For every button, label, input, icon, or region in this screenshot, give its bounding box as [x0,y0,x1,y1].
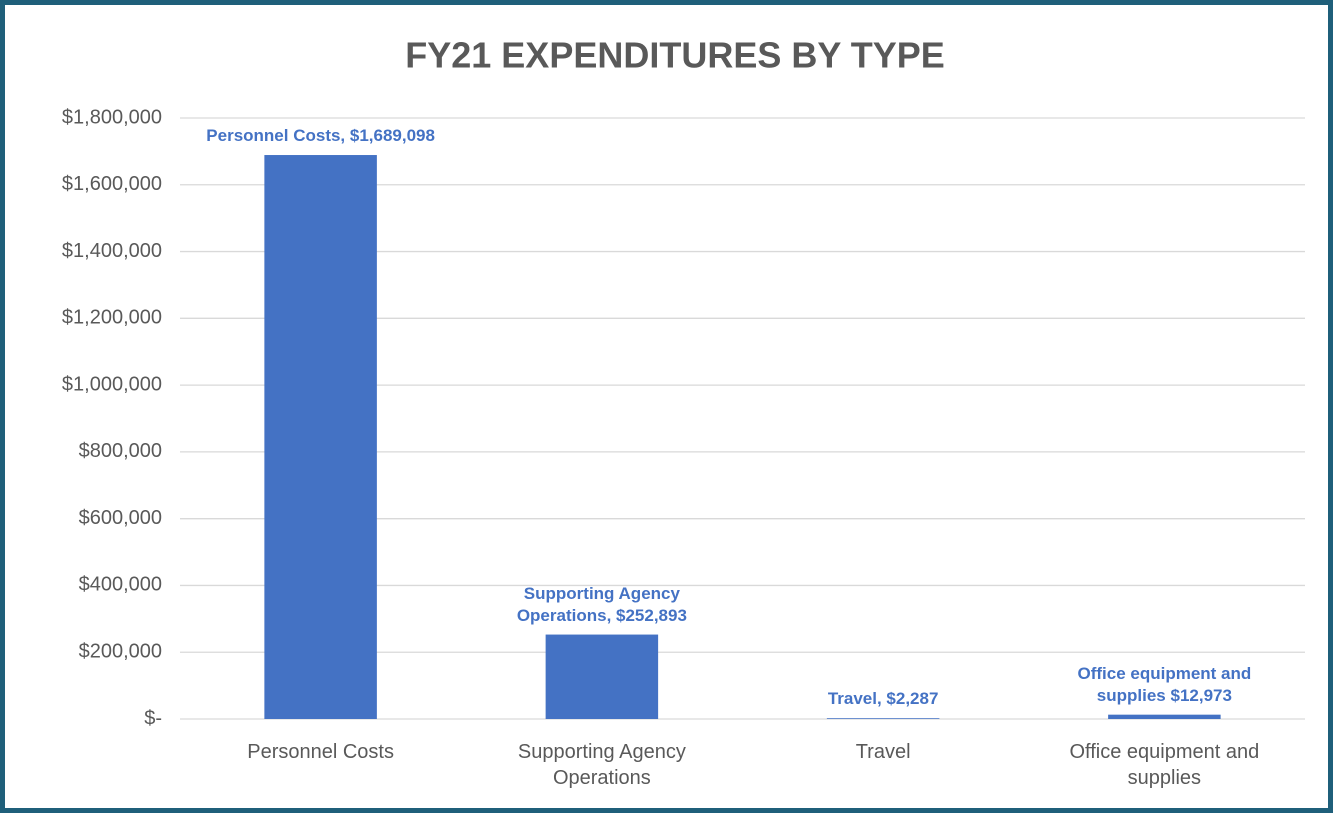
y-tick-label: $200,000 [79,641,162,663]
y-tick-label: $1,400,000 [62,240,162,262]
data-label: Office equipment and supplies $12,973 [1077,663,1252,705]
chart: FY21 EXPENDITURES BY TYPE $- $200,000 $400… [62,35,1305,729]
y-tick-label: $1,800,000 [62,106,162,128]
chart-title: FY21 EXPENDITURES BY TYPE [405,35,945,76]
bar [826,718,940,719]
x-tick-label: Personnel Costs [247,741,394,763]
data-label: Personnel Costs, $1,689,098 [206,125,435,145]
y-tick-label: $800,000 [79,440,162,462]
bar [1108,714,1221,719]
x-tick-label: Office equipment and supplies [1069,741,1260,789]
bar [264,155,377,720]
x-tick-label: Travel [855,741,911,763]
data-label: Travel, $2,287 [827,689,939,709]
y-tick-label: $- [144,707,162,729]
bar [545,634,659,719]
x-tick-label: Supporting Agency Operations [517,741,686,789]
y-tick-label: $1,200,000 [62,307,162,329]
y-tick-label: $400,000 [79,574,162,596]
y-tick-label: $1,000,000 [62,373,162,395]
y-tick-label: $1,600,000 [62,173,162,195]
data-label: Supporting Agency Operations, $252,893 [516,583,687,625]
y-tick-label: $600,000 [79,507,162,529]
